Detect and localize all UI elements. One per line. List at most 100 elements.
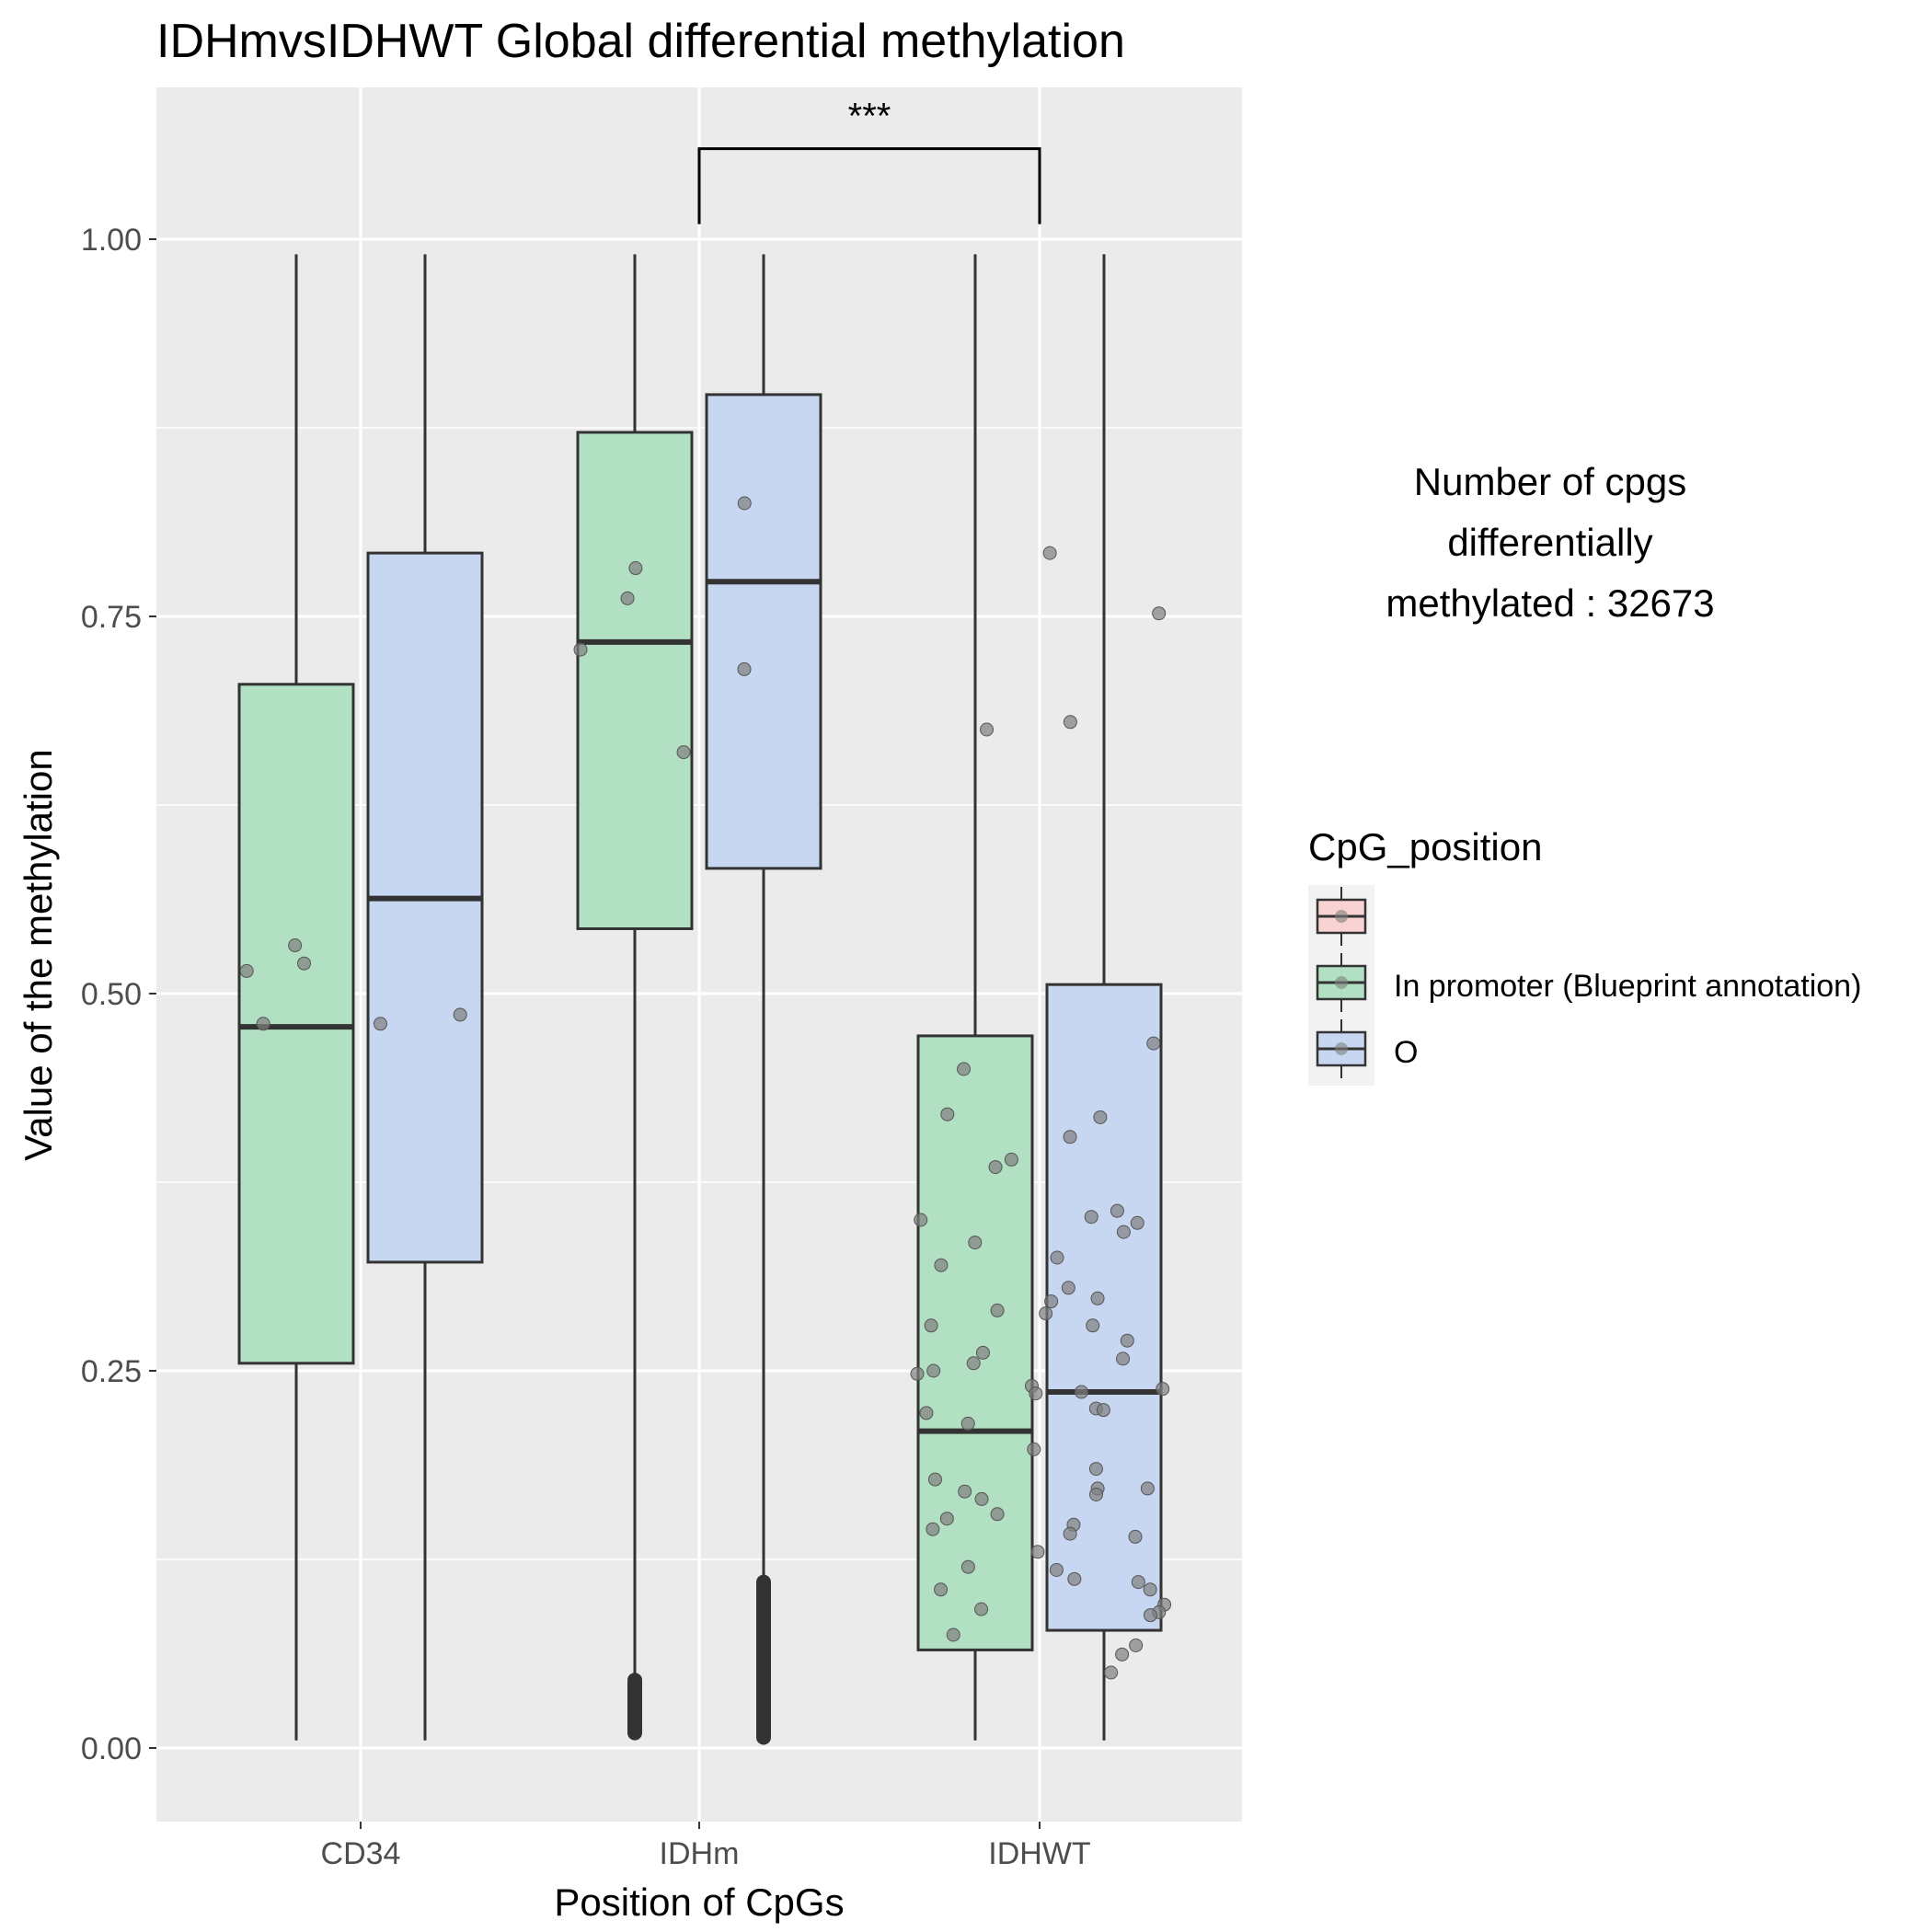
y-tick-label: 0.25 [81,1354,142,1389]
jitter-point [957,1062,972,1076]
box-body [366,551,484,1264]
box-body [1045,983,1163,1632]
jitter-point [1044,1294,1059,1309]
jitter-point [974,1491,989,1506]
x-tick-label: IDHWT [988,1836,1090,1871]
jitter-point [1140,1481,1155,1496]
box-body [576,431,694,930]
box-body [705,393,822,870]
box-IDHWT-promoter [916,254,1034,1741]
jitter-point [620,591,635,605]
jitter-point [1116,1225,1131,1239]
legend-key-3 [1316,1019,1367,1078]
jitter-point [1130,1215,1144,1230]
jitter-point [737,496,752,511]
legend-title: CpG_position [1308,825,1542,868]
jitter-point [1088,1462,1103,1477]
jitter-point [1156,1382,1170,1397]
jitter-point [1063,1130,1077,1144]
jitter-point [927,1472,942,1487]
jitter-point [1131,1575,1145,1590]
jitter-point [1104,1665,1119,1680]
x-axis: CD34 IDHm IDHWT [321,1822,1091,1871]
jitter-point [256,1017,270,1031]
box-IDHm-o [705,254,822,1745]
jitter-point [1120,1333,1134,1348]
jitter-point [1063,715,1077,730]
jitter-point [1004,1152,1018,1167]
jitter-point [980,722,995,737]
jitter-point [926,1522,940,1536]
jitter-point [1067,1571,1082,1586]
jitter-point [1084,1210,1098,1225]
jitter-point [737,661,752,676]
jitter-point [1089,1487,1104,1501]
jitter-point [374,1017,388,1031]
jitter-point [1027,1442,1041,1456]
jitter-point [926,1363,941,1378]
x-axis-title: Position of CpGs [554,1880,844,1924]
jitter-point [1115,1647,1130,1662]
significance-label: *** [848,97,891,137]
y-tick-label: 0.75 [81,600,142,635]
x-tick-label: IDHm [660,1836,740,1871]
jitter-point [1063,1526,1077,1541]
y-tick-label: 0.50 [81,977,142,1012]
jitter-point [919,1406,934,1420]
jitter-point [966,1356,981,1371]
jitter-point [1074,1385,1088,1399]
jitter-point [1128,1529,1143,1544]
jitter-point [1152,606,1167,621]
legend-key-1 [1316,887,1367,946]
legend: CpG_position In promoter (Blueprint anno… [1308,825,1861,1086]
y-axis: 0.00 0.25 0.50 0.75 1.00 [81,223,156,1766]
jitter-point [1096,1403,1110,1418]
jitter-point [910,1366,925,1381]
legend-key-point [1335,976,1348,989]
jitter-point [1061,1281,1075,1295]
jitter-point [676,745,691,760]
box-body [237,683,355,1365]
annotation: Number of cpgs differentially methylated… [1386,460,1714,625]
jitter-point [1143,1608,1157,1623]
box-plots [237,254,1163,1745]
jitter-point [1050,1250,1064,1265]
jitter-point [288,938,303,953]
jitter-point [1116,1351,1131,1366]
jitter-point [990,1303,1005,1317]
jitter-point [1039,1306,1053,1321]
jitter-point [1146,1036,1161,1051]
jitter-point [1030,1545,1045,1559]
jitter-point [974,1602,989,1616]
jitter-point [1042,546,1057,560]
legend-key-point [1335,1042,1348,1055]
jitter-point [573,642,588,657]
jitter-point [939,1512,954,1526]
box-IDHWT-o [1045,254,1163,1741]
jitter-point [1090,1291,1105,1305]
jitter-point [1129,1638,1144,1652]
jitter-point [1049,1562,1064,1577]
box-body [916,1034,1034,1651]
jitter-point [914,1213,928,1227]
jitter-point [453,1007,467,1022]
y-axis-title: Value of the methylation [17,749,60,1161]
jitter-point [628,561,643,576]
jitter-point [990,1507,1005,1522]
jitter-point [946,1627,960,1642]
jitter-point [960,1416,975,1431]
jitter-point [1110,1203,1124,1218]
box-IDHm-promoter [576,254,694,1741]
annotation-line-2: differentially [1447,521,1652,564]
annotation-line-1: Number of cpgs [1414,460,1686,503]
jitter-points [239,496,1172,1680]
jitter-point [975,1345,990,1360]
legend-key-point [1335,910,1348,923]
x-tick-label: CD34 [321,1836,401,1871]
legend-label-3: O [1394,1035,1418,1070]
legend-key-2 [1316,953,1367,1012]
jitter-point [239,963,254,978]
legend-label-2: In promoter (Blueprint annotation) [1394,969,1861,1004]
jitter-point [934,1258,949,1272]
